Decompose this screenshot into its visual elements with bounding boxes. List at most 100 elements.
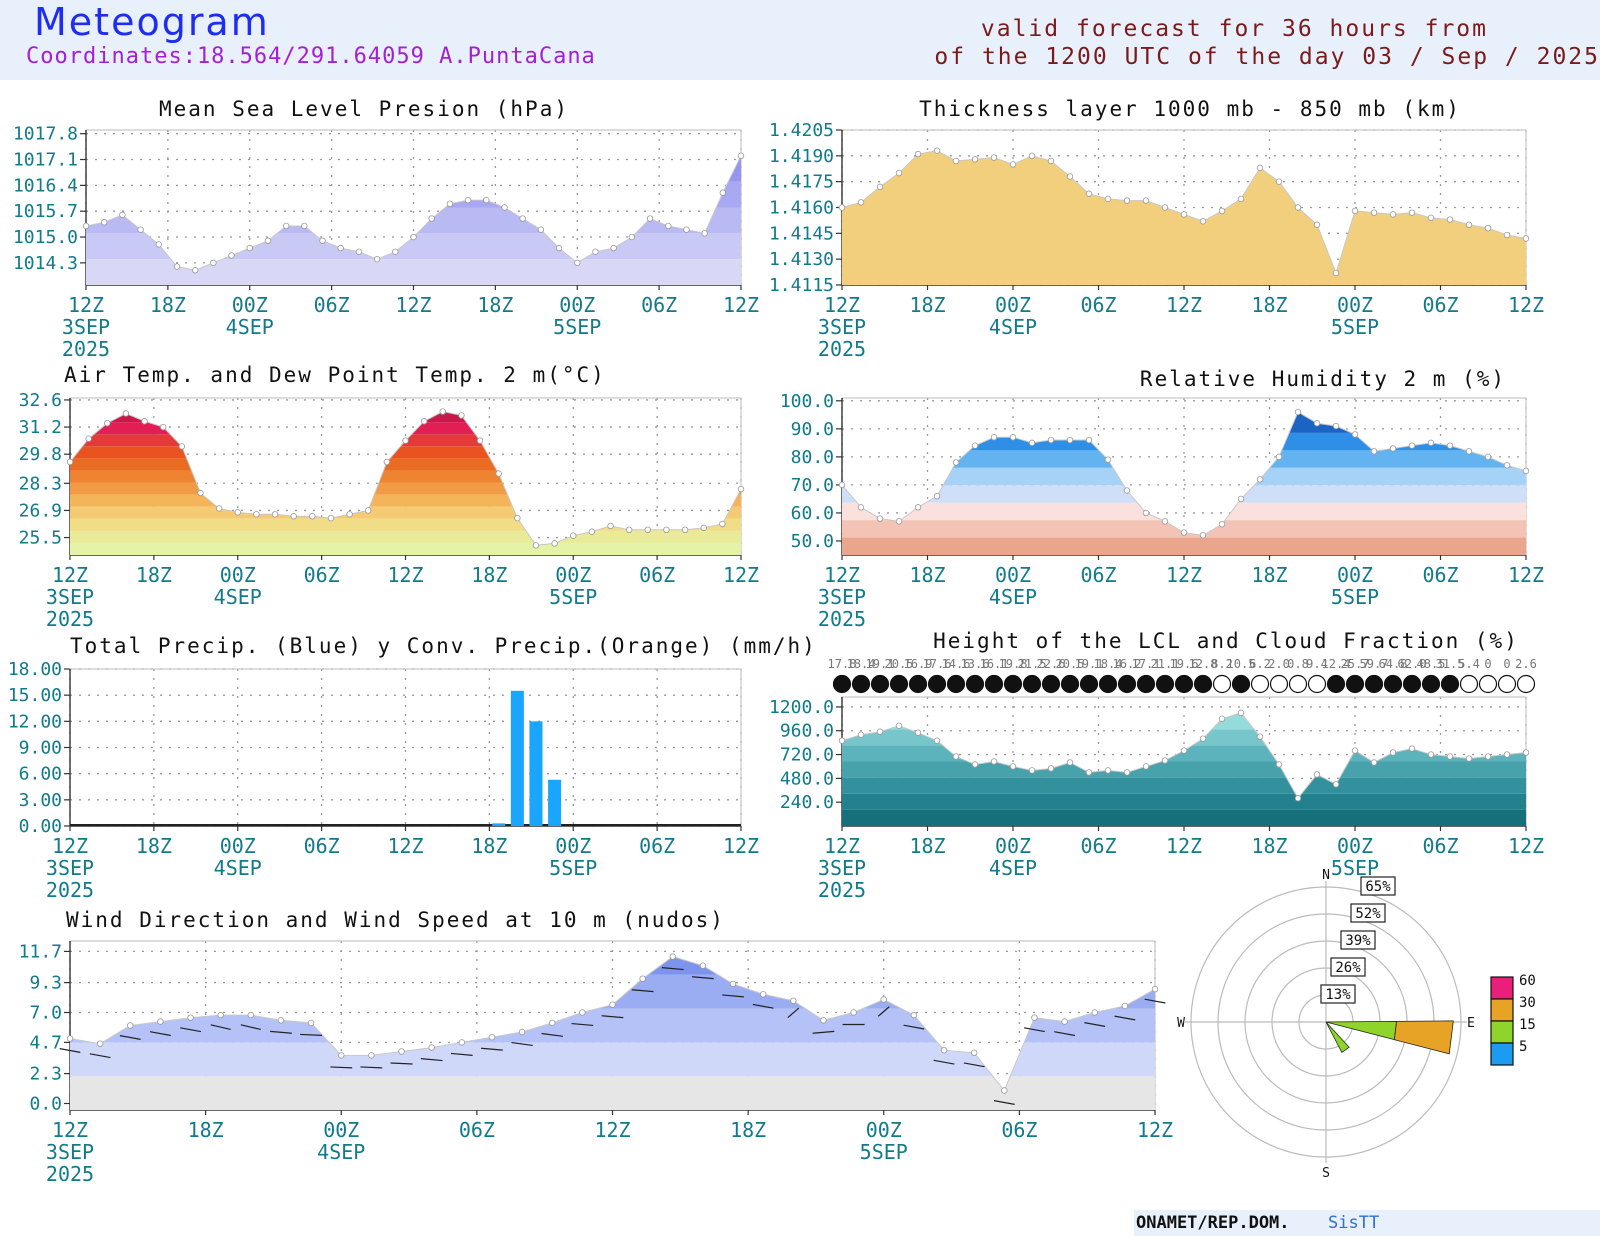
temp-band	[70, 470, 741, 483]
precip-bar	[492, 823, 506, 826]
lcl-xtick-label: 12Z	[1166, 834, 1202, 858]
cloud-fraction-label: 10.5	[1227, 657, 1256, 671]
lcl-point	[1294, 795, 1302, 802]
mslp-xtick-label: 06Z	[641, 293, 677, 317]
windrose-legend-swatch	[1490, 1042, 1514, 1066]
rh-point	[1408, 442, 1416, 449]
cloud-fraction-marker	[1041, 674, 1061, 694]
thickness-xtick-label: 12Z	[1508, 293, 1544, 317]
lcl-point	[1009, 763, 1017, 770]
temp-point	[365, 507, 372, 514]
precip-bar	[529, 721, 543, 826]
cloud-fraction-marker	[1060, 674, 1080, 694]
cloud-fraction-marker	[1421, 674, 1441, 694]
wind-barb	[963, 1062, 985, 1068]
rh-point	[1123, 487, 1131, 494]
rh-xtick-label: 00Z	[1337, 563, 1373, 587]
windrose-west: W	[1177, 1016, 1185, 1031]
cloud-fraction-marker	[851, 674, 871, 694]
thickness-point	[1085, 190, 1093, 197]
mslp-point	[646, 215, 654, 222]
temp-xtick-label: 18Z	[471, 563, 507, 587]
cloud-fraction-label: 5.4	[1458, 657, 1480, 671]
lcl-band	[842, 712, 1526, 714]
wind-point	[1031, 1014, 1038, 1021]
mslp-point	[592, 248, 599, 255]
thickness-xtick-label: 06Z	[1422, 293, 1458, 317]
wind-point	[850, 1009, 857, 1016]
mslp-ytick-label: 1014.3	[13, 253, 78, 274]
lcl-point	[1142, 763, 1150, 770]
lcl-point	[1465, 755, 1473, 762]
lcl-point	[1085, 769, 1093, 776]
mslp-point	[628, 233, 636, 241]
cloud-fraction-label: 20.5	[885, 657, 914, 671]
mslp-point	[191, 267, 199, 274]
temp-point	[476, 437, 484, 444]
wind-point	[820, 1017, 827, 1024]
mslp-point	[719, 189, 727, 196]
thickness-point	[1123, 197, 1131, 204]
wind-point	[669, 953, 676, 960]
wind-band	[70, 1076, 1155, 1110]
cloud-fraction-label: 12.4	[1322, 657, 1351, 671]
cloud-fraction-marker	[1269, 674, 1289, 694]
thickness-ytick-label: 1.4130	[769, 249, 834, 270]
mslp-point	[246, 244, 253, 252]
thickness-point	[838, 204, 846, 211]
thickness-ytick-label: 1.4145	[769, 223, 834, 244]
lcl-xtick-label: 06Z	[1422, 834, 1458, 858]
rh-point	[1332, 422, 1340, 430]
windrose-ring-label: 13%	[1325, 987, 1351, 1003]
wind-point	[96, 1040, 104, 1047]
temp-point	[458, 412, 465, 419]
lcl-date-label: 4SEP	[989, 856, 1037, 880]
wind-xtick-label: 12Z	[52, 1118, 88, 1142]
wind-ytick-label: 9.3	[29, 973, 62, 994]
cloud-fraction-marker	[1478, 674, 1498, 694]
precip-date-label: 4SEP	[214, 856, 262, 880]
wind-point	[338, 1052, 345, 1059]
rh-point	[914, 504, 922, 511]
rh-point	[1237, 495, 1245, 503]
rh-point	[1180, 529, 1188, 536]
lcl-point	[990, 758, 998, 765]
rh-point	[1427, 439, 1435, 447]
temp-point	[178, 443, 186, 450]
temp-title: Air Temp. and Dew Point Temp. 2 m(°C)	[64, 363, 606, 387]
precip-ytick-label: 15.00	[8, 685, 62, 706]
thickness-point	[1104, 195, 1112, 203]
cloud-fraction-marker	[908, 674, 928, 694]
wind-barb	[360, 1066, 383, 1069]
temp-ytick-label: 29.8	[19, 444, 62, 465]
rh-point	[1275, 453, 1283, 461]
thickness-date-label: 4SEP	[989, 315, 1037, 339]
cloud-fraction-marker	[1079, 674, 1099, 694]
wind-bands	[70, 956, 1155, 1110]
lcl-point	[1237, 709, 1245, 717]
mslp-date-label: 5SEP	[553, 315, 601, 339]
precip-date-label: 5SEP	[549, 856, 597, 880]
temp-date-label: 3SEP	[46, 585, 94, 609]
coordinates-label: Coordinates:18.564/291.64059 A.PuntaCana	[26, 44, 596, 69]
precip-xtick-label: 12Z	[52, 834, 88, 858]
cloud-fraction-label: 19.8	[999, 657, 1028, 671]
windrose-north: N	[1322, 868, 1330, 883]
thickness-point	[952, 157, 960, 165]
windrose-petal	[1393, 1020, 1454, 1055]
mslp-point	[264, 237, 272, 244]
temp-band	[70, 482, 741, 495]
mslp-point	[373, 255, 381, 263]
lcl-band	[842, 777, 1526, 794]
wind-xtick-label: 12Z	[1137, 1118, 1173, 1142]
mslp-point	[119, 211, 126, 219]
thickness-point	[971, 156, 979, 163]
lcl-point	[1047, 765, 1055, 772]
lcl-point	[933, 737, 941, 744]
rh-ytick-label: 60.0	[791, 503, 834, 524]
wind-barb	[149, 1031, 171, 1037]
thickness-point	[1218, 207, 1226, 215]
wind-barb	[1054, 1031, 1076, 1037]
temp-xtick-label: 00Z	[555, 563, 591, 587]
